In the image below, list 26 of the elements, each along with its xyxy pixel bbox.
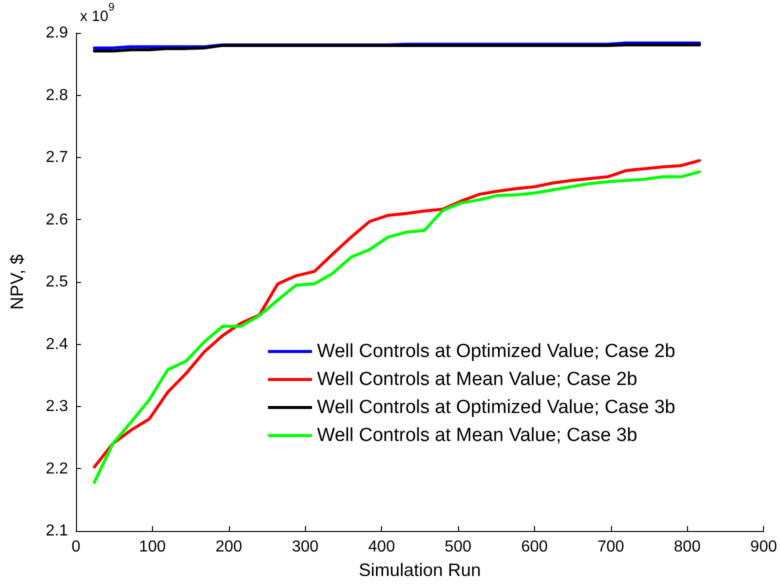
y-tick-label: 2.1	[46, 522, 68, 540]
x-tick-label: 500	[444, 538, 472, 556]
x-tick-label: 900	[750, 538, 778, 556]
y-tick-label: 2.7	[46, 149, 68, 166]
legend-label: Well Controls at Mean Value; Case 2b	[317, 369, 638, 390]
x-tick-label: 0	[72, 538, 81, 556]
y-tick-label: 2.6	[46, 211, 68, 228]
x-tick-label: 200	[215, 538, 242, 556]
x-tick-label: 400	[368, 538, 396, 556]
y-tick-label: 2.4	[46, 336, 68, 353]
line-series	[92, 43, 701, 53]
legend-label: Well Controls at Optimized Value; Case 2b	[317, 341, 676, 362]
y-tick-label: 2.9	[46, 24, 68, 42]
y-tick-label: 2.3	[46, 398, 68, 415]
y-axis-title: NPV, $	[7, 254, 27, 310]
legend-label: Well Controls at Optimized Value; Case 3b	[317, 397, 676, 418]
x-tick-label: 300	[292, 538, 319, 556]
x-axis-title: Simulation Run	[358, 560, 481, 580]
y-tick-label: 2.2	[46, 460, 68, 478]
y-tick-label: 2.5	[46, 274, 68, 290]
x-tick-label: 800	[674, 538, 701, 556]
x-tick-label: 700	[597, 538, 624, 556]
legend-label: Well Controls at Mean Value; Case 3b	[317, 425, 638, 446]
y-tick-label: 2.8	[46, 86, 68, 104]
x-tick-label: 600	[521, 538, 548, 556]
x-tick-label: 100	[139, 538, 166, 556]
